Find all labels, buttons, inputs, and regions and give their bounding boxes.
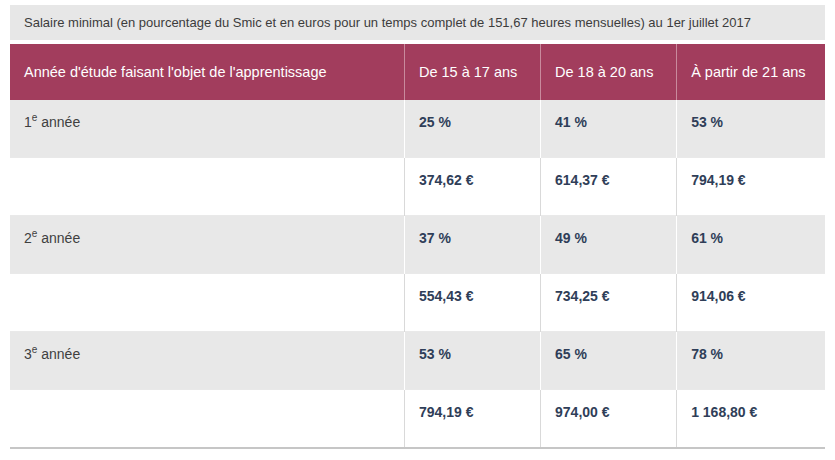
header-age-15-17: De 15 à 17 ans [404, 44, 540, 100]
table-row: 2e année 37 % 49 % 61 % [10, 216, 825, 274]
value-cell: 49 % [541, 216, 677, 274]
value-cell: 78 % [677, 332, 825, 390]
table-row: 794,19 € 974,00 € 1 168,80 € [10, 390, 825, 449]
value-cell: 37 % [404, 216, 540, 274]
table-row: 3e année 53 % 65 % 78 % [10, 332, 825, 390]
table-caption: Salaire minimal (en pourcentage du Smic … [10, 5, 825, 40]
value-cell: 794,19 € [677, 158, 825, 216]
value-cell: 1 168,80 € [677, 390, 825, 449]
value-cell: 65 % [541, 332, 677, 390]
year-number: 1 [24, 114, 32, 130]
year-label: année [37, 346, 80, 362]
value-cell: 554,43 € [404, 274, 540, 332]
year-cell [10, 158, 404, 216]
value-cell: 974,00 € [541, 390, 677, 449]
year-number: 2 [24, 230, 32, 246]
value-cell: 53 % [677, 100, 825, 158]
header-age-18-20: De 18 à 20 ans [541, 44, 677, 100]
value-cell: 53 % [404, 332, 540, 390]
apprentice-salary-table: Année d'étude faisant l'objet de l'appre… [10, 44, 825, 449]
value-cell: 374,62 € [404, 158, 540, 216]
year-cell: 1e année [10, 100, 404, 158]
value-cell: 25 % [404, 100, 540, 158]
value-cell: 614,37 € [541, 158, 677, 216]
header-study-year: Année d'étude faisant l'objet de l'appre… [10, 44, 404, 100]
table-row: 554,43 € 734,25 € 914,06 € [10, 274, 825, 332]
year-cell: 3e année [10, 332, 404, 390]
value-cell: 41 % [541, 100, 677, 158]
header-age-21-plus: À partir de 21 ans [677, 44, 825, 100]
value-cell: 61 % [677, 216, 825, 274]
year-number: 3 [24, 346, 32, 362]
table-row: 374,62 € 614,37 € 794,19 € [10, 158, 825, 216]
year-label: année [37, 230, 80, 246]
year-cell [10, 390, 404, 449]
table-row: 1e année 25 % 41 % 53 % [10, 100, 825, 158]
page: Salaire minimal (en pourcentage du Smic … [0, 0, 835, 449]
year-cell [10, 274, 404, 332]
value-cell: 794,19 € [404, 390, 540, 449]
value-cell: 734,25 € [541, 274, 677, 332]
header-row: Année d'étude faisant l'objet de l'appre… [10, 44, 825, 100]
year-label: année [37, 114, 80, 130]
value-cell: 914,06 € [677, 274, 825, 332]
year-cell: 2e année [10, 216, 404, 274]
